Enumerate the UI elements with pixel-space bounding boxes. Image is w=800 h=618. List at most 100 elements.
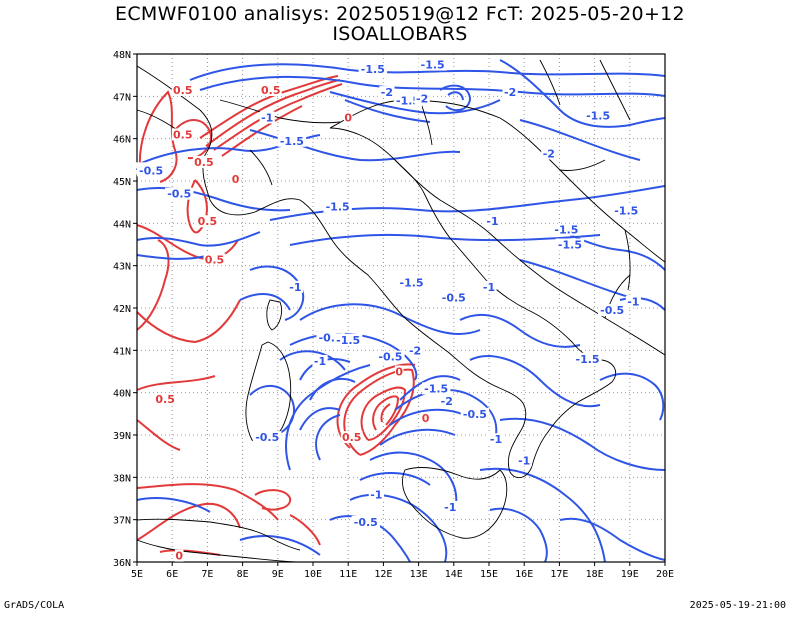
contour-label: -0.5 xyxy=(255,431,279,444)
lon-tick-label: 8E xyxy=(237,569,249,580)
contour-label-bg xyxy=(358,62,388,75)
footer-timestamp: 2025-05-19-21:00 xyxy=(689,600,786,611)
contour-label: -0.5 xyxy=(139,164,163,177)
contour-label: -2 xyxy=(416,92,428,105)
contour-label: 0.5 xyxy=(155,393,175,406)
contour-label-bg xyxy=(379,86,395,99)
contour-label-bg xyxy=(555,238,585,251)
contour-label-bg xyxy=(259,111,275,124)
lon-tick-label: 16E xyxy=(515,569,533,580)
contour-label-bg xyxy=(192,155,215,168)
contour-label-bg xyxy=(376,350,405,363)
contour-label-bg xyxy=(287,280,303,293)
contour-label: 0.5 xyxy=(342,431,362,444)
contour-label-bg xyxy=(334,333,363,346)
contour-label-bg xyxy=(351,515,380,528)
contour-label-bg xyxy=(165,187,194,200)
lon-tick-label: 18E xyxy=(586,569,604,580)
lon-tick-label: 20E xyxy=(656,569,674,580)
lon-tick-label: 5E xyxy=(131,569,143,580)
contour-label: -2 xyxy=(381,86,393,99)
contour-label: -1.5 xyxy=(336,334,360,347)
lat-tick-label: 44N xyxy=(113,219,131,230)
lat-tick-label: 43N xyxy=(113,262,131,273)
contour-label-bg xyxy=(439,291,468,304)
lat-tick-label: 46N xyxy=(113,135,131,146)
contour-label-bg xyxy=(312,354,328,367)
contour-label-bg xyxy=(196,215,219,228)
contour-label: -1.5 xyxy=(361,63,385,76)
lat-tick-label: 48N xyxy=(113,50,131,61)
lon-tick-label: 9E xyxy=(272,569,284,580)
contour-label-bg xyxy=(253,431,282,444)
contour-label-bg xyxy=(414,92,430,105)
contour-label: -1.5 xyxy=(421,59,445,72)
contour-label: -0.5 xyxy=(354,516,378,529)
contour-label-bg xyxy=(488,433,504,446)
contour-label: -1.5 xyxy=(326,200,350,213)
contour-label: -0.5 xyxy=(378,351,402,364)
contour-label-bg xyxy=(394,365,404,378)
positive-contours xyxy=(136,75,416,556)
contour-label-bg xyxy=(612,204,641,217)
contour-label-bg xyxy=(277,134,307,147)
contour-label-bg xyxy=(407,344,423,357)
contour-label: 0.5 xyxy=(173,84,193,97)
contour-label: -1 xyxy=(261,112,273,125)
contour-label-bg xyxy=(516,454,532,467)
lon-tick-label: 11E xyxy=(339,569,357,580)
lon-tick-label: 15E xyxy=(480,569,498,580)
contour-label-bg xyxy=(343,111,353,124)
contour-label: 0 xyxy=(344,112,352,125)
contour-label: -0.5 xyxy=(600,304,624,317)
contour-label: -1.5 xyxy=(400,277,424,290)
contour-label: -1 xyxy=(289,281,301,294)
lon-tick-label: 10E xyxy=(304,569,322,580)
contour-label-bg xyxy=(174,549,184,562)
contour-label-bg xyxy=(421,412,430,425)
contour-label-bg xyxy=(598,304,627,317)
contour-label: -1 xyxy=(627,296,639,309)
negative-contours xyxy=(136,59,666,563)
contour-label: 0.5 xyxy=(198,215,218,228)
contour-label: -1.5 xyxy=(554,224,578,237)
contour-label: 0 xyxy=(422,412,430,425)
lon-tick-label: 13E xyxy=(410,569,428,580)
contour-label: -1 xyxy=(518,454,530,467)
contour-label-bg xyxy=(418,58,447,71)
contour-label-bg xyxy=(552,223,581,236)
contour-label: -1.5 xyxy=(280,135,304,148)
contour-label-bg xyxy=(625,295,641,308)
contour-label: -1 xyxy=(370,488,382,501)
contour-label-bg xyxy=(442,500,458,513)
lon-tick-label: 12E xyxy=(374,569,392,580)
contour-label-bg xyxy=(397,276,426,289)
axis-labels: 5E 6E 7E 8E 9E 10E 11E 12E 13E 14E 15E 16E 17E 18E 19E… xyxy=(113,50,674,580)
contour-label: -1 xyxy=(314,355,326,368)
contour-label: -1.5 xyxy=(614,205,638,218)
contour-label-bg xyxy=(502,86,518,99)
contour-label-bg xyxy=(259,83,282,96)
contour-label: 0 xyxy=(232,173,240,186)
contour-label: 0.5 xyxy=(194,156,214,169)
contour-label: -2 xyxy=(504,86,516,99)
lat-tick-label: 47N xyxy=(113,92,131,103)
contour-label: 0.5 xyxy=(261,84,281,97)
contour-label: 0 xyxy=(395,366,403,379)
contour-label: -2 xyxy=(543,147,555,160)
lat-tick-label: 41N xyxy=(113,346,131,357)
contour-label: -2 xyxy=(409,344,421,357)
contour-label-bg xyxy=(439,395,455,408)
contour-label-bg xyxy=(154,393,177,406)
contour-label: -1.5 xyxy=(396,95,420,108)
contour-label: -1 xyxy=(490,433,502,446)
map-subtitle: ISOALLOBARS xyxy=(332,23,468,45)
contour-label: -0.5 xyxy=(167,188,191,201)
contour-label-bg xyxy=(460,407,490,420)
coastlines-borders xyxy=(136,59,666,563)
lat-tick-label: 37N xyxy=(113,516,131,527)
contour-label: -0.5 xyxy=(463,408,487,421)
lat-tick-label: 39N xyxy=(113,431,131,442)
contour-label-bg xyxy=(583,109,613,122)
